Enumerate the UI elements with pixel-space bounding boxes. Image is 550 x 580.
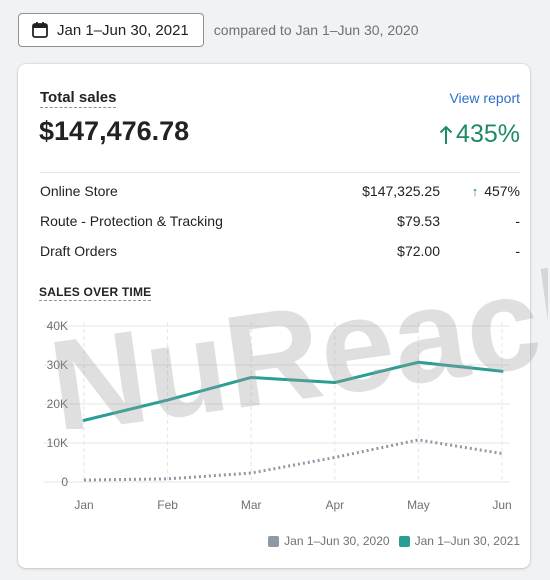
y-tick-label: 40K: [47, 319, 68, 333]
legend-item-current[interactable]: Jan 1–Jun 30, 2021: [398, 534, 520, 548]
breakdown-row: Draft Orders $72.00 -: [40, 236, 520, 266]
channel-amount: $72.00: [397, 243, 440, 259]
breakdown-row: Route - Protection & Tracking $79.53 -: [40, 206, 520, 236]
x-tick-label: Feb: [157, 498, 178, 512]
sales-over-time-title[interactable]: SALES OVER TIME: [39, 285, 152, 301]
y-tick-label: 20K: [47, 397, 68, 411]
sales-breakdown: Online Store $147,325.25 ↑ 457% Route - …: [40, 176, 520, 266]
breakdown-row: Online Store $147,325.25 ↑ 457%: [40, 176, 520, 206]
chart-legend: Jan 1–Jun 30, 2020 Jan 1–Jun 30, 2021: [259, 534, 520, 548]
channel-change: -: [515, 243, 520, 259]
channel-change: ↑ 457%: [440, 183, 520, 199]
total-sales-card: Total sales View report $147,476.78 435%…: [18, 64, 548, 568]
legend-item-previous[interactable]: Jan 1–Jun 30, 2020: [268, 534, 390, 548]
y-tick-label: 10K: [47, 436, 68, 450]
channel-change-value: 457%: [484, 183, 520, 199]
date-range-bar: Jan 1–Jun 30, 2021 compared to Jan 1–Jun…: [18, 12, 418, 48]
divider: [40, 172, 520, 173]
legend-swatch-current: [398, 535, 410, 547]
total-growth-value: 435%: [456, 120, 520, 148]
channel-name: Online Store: [40, 183, 118, 199]
legend-label-current: Jan 1–Jun 30, 2021: [414, 534, 520, 548]
total-sales-value: $147,476.78: [39, 116, 190, 146]
comparison-text: compared to Jan 1–Jun 30, 2020: [213, 22, 419, 38]
x-tick-label: Jun: [492, 498, 511, 512]
x-tick-label: Mar: [241, 498, 262, 512]
total-growth: 435%: [438, 120, 520, 149]
series-line-previous: [83, 438, 503, 482]
series-line-current: [82, 360, 504, 422]
channel-change: -: [515, 213, 520, 229]
x-tick-label: Jan: [74, 498, 93, 512]
channel-name: Draft Orders: [40, 243, 118, 259]
y-tick-label: 30K: [47, 358, 68, 372]
arrow-up-icon: ↑: [471, 183, 479, 199]
x-tick-label: May: [407, 498, 430, 512]
view-report-link[interactable]: View report: [449, 90, 520, 106]
legend-label-previous: Jan 1–Jun 30, 2020: [284, 534, 390, 548]
date-range-button[interactable]: Jan 1–Jun 30, 2021: [18, 13, 204, 47]
channel-amount: $79.53: [397, 213, 440, 229]
arrow-up-icon: [439, 125, 453, 144]
channel-name: Route - Protection & Tracking: [40, 213, 223, 229]
x-tick-label: Apr: [325, 498, 344, 512]
calendar-icon: [31, 21, 49, 39]
legend-swatch-previous: [268, 535, 280, 547]
channel-amount: $147,325.25: [362, 183, 440, 199]
y-tick-label: 0: [61, 475, 68, 489]
card-title[interactable]: Total sales: [40, 89, 117, 108]
sales-over-time-chart: 0 10K 20K 30K 40K Jan Feb Mar Apr May Jun: [44, 319, 512, 512]
date-range-label: Jan 1–Jun 30, 2021: [57, 21, 189, 39]
